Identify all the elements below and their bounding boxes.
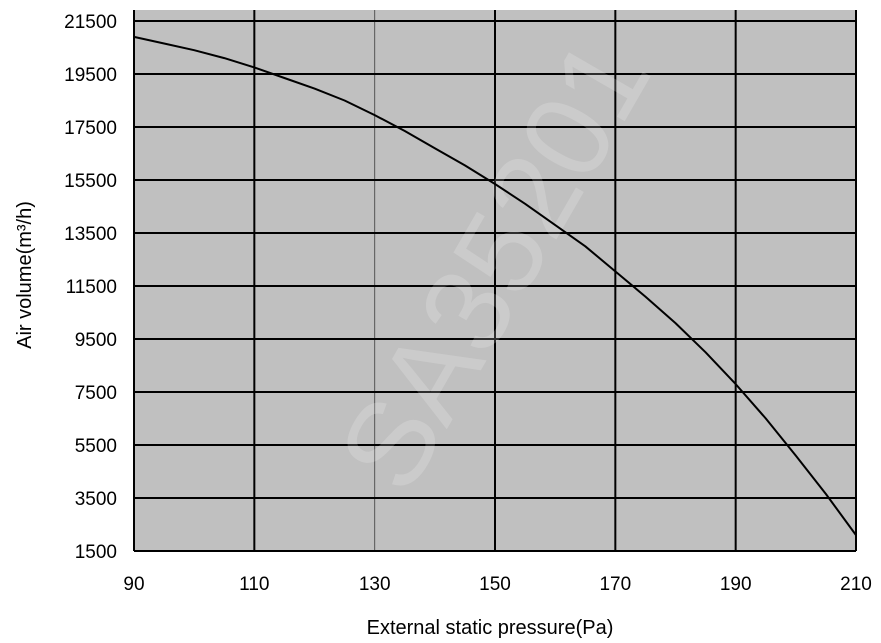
x-tick-label: 210 [840,574,872,595]
x-tick-labels: 90 110 130 150 170 190 210 [123,574,871,595]
y-tick-label: 21500 [64,12,117,33]
x-tick-label: 90 [123,574,144,595]
series-group [133,35,857,536]
x-tick-label: 170 [599,574,631,595]
y-tick-label: 9500 [75,330,117,351]
y-tick-label: 5500 [75,436,117,457]
y-tick-label: 7500 [75,383,117,404]
y-tick-label: 11500 [66,277,117,298]
x-tick-label: 190 [720,574,752,595]
x-axis-title: External static pressure(Pa) [367,617,614,639]
y-tick-label: 17500 [64,118,117,139]
x-tick-label: 110 [239,574,269,595]
series-line [133,35,857,536]
y-tick-label: 3500 [75,489,117,510]
y-tick-labels: 21500 19500 17500 15500 13500 11500 9500 7500 55… [64,12,117,563]
y-tick-label: 1500 [75,542,117,563]
x-tick-label: 130 [359,574,391,595]
grid [133,10,857,552]
x-tick-label: 150 [479,574,511,595]
y-tick-label: 13500 [64,224,117,245]
y-axis-title: Air volume(m³/h) [14,201,36,349]
y-tick-label: 19500 [64,65,117,86]
y-tick-label: 15500 [64,171,117,192]
